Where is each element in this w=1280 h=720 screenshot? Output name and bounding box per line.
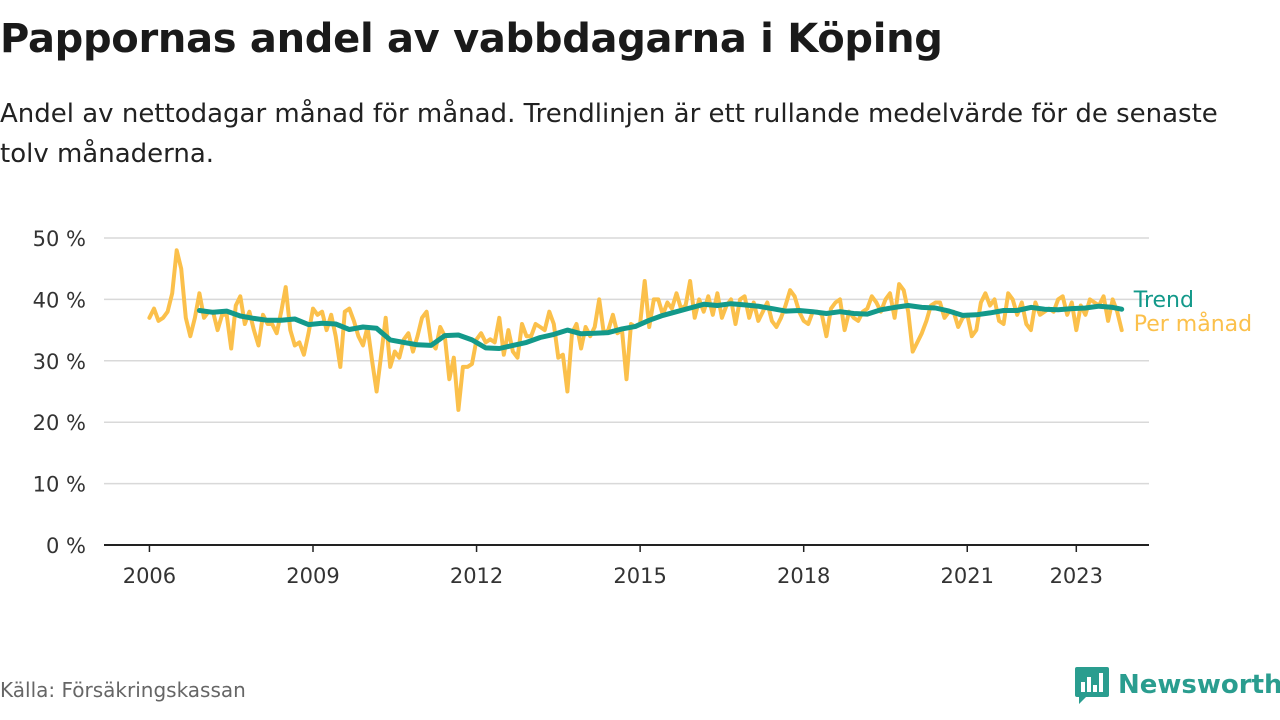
x-tick-label: 2021 [941,564,994,588]
y-tick-label: 20 % [33,411,86,435]
x-tick-label: 2015 [613,564,666,588]
series-line-trend [196,301,1125,351]
x-tick-label: 2009 [286,564,339,588]
gridlines [104,237,1149,485]
x-tick-label: 2018 [777,564,830,588]
brand-name: Newsworthy [1118,670,1280,700]
series-label-trend: Trend [1133,288,1194,313]
x-tick-label: 2006 [123,564,176,588]
series-lines [147,248,1125,412]
brand-logo[interactable]: Newsworthy [1074,664,1280,706]
newsworthy-logo-icon [1075,667,1109,704]
y-tick-label: 10 % [33,473,86,497]
source-note: Källa: Försäkringskassan [0,678,246,702]
series-label-monthly: Per månad [1134,311,1252,337]
y-tick-label: 50 % [33,227,86,251]
y-tick-label: 0 % [46,534,86,558]
x-tick-label: 2012 [450,564,503,588]
y-tick-label: 30 % [33,350,86,374]
series-line-monthly [147,248,1124,412]
y-tick-label: 40 % [33,288,86,312]
x-tick-label: 2023 [1050,564,1103,588]
chart-title: Pappornas andel av vabbdagarna i Köping [0,16,943,62]
x-axis: 2006 2009 2012 2015 2018 2021 2023 [104,544,1149,588]
y-axis-ticks: 0 % 10 % 20 % 30 % 40 % 50 % [33,227,86,558]
chart-subtitle: Andel av nettodagar månad för månad. Tre… [0,99,1218,169]
